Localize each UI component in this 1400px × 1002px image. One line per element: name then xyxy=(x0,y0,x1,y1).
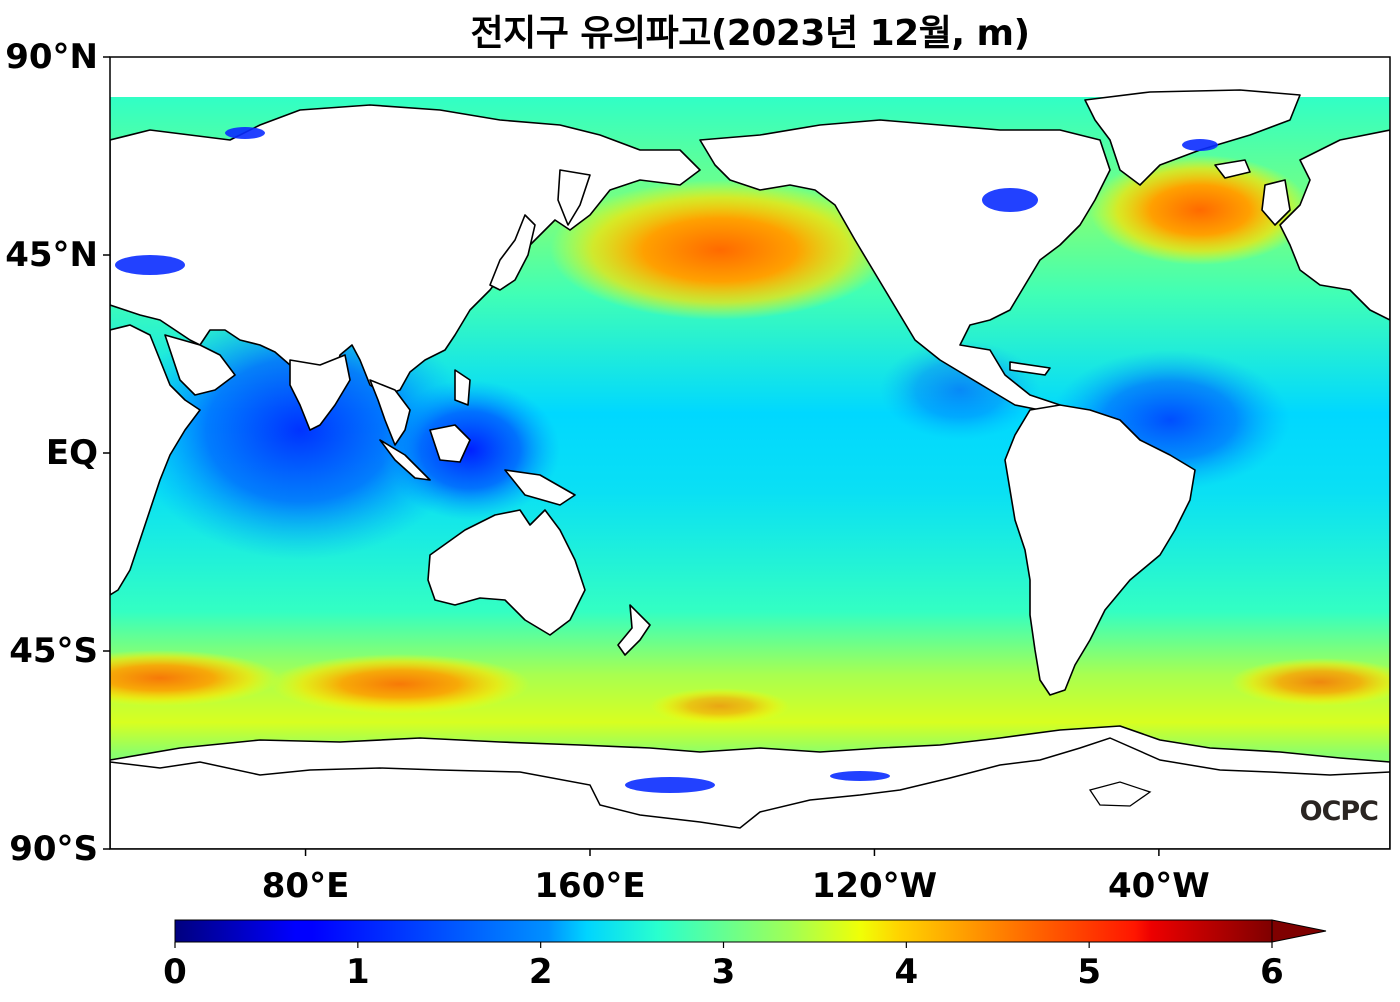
colorbar-label-3: 3 xyxy=(711,952,736,992)
ocpc-credit: OCPC xyxy=(1299,796,1379,827)
east-pacific-low xyxy=(880,340,1040,440)
south-america-landmass xyxy=(1004,404,1196,696)
lon-label-1: 160°E xyxy=(534,866,646,906)
north-pacific-high xyxy=(550,180,890,320)
iceland-island xyxy=(1214,159,1251,179)
lat-label-4: 90°S xyxy=(9,829,98,869)
maritime-continent-low xyxy=(380,380,560,520)
kamchatka-peninsula xyxy=(557,169,591,226)
lon-label-2: 120°W xyxy=(811,866,938,906)
arabia-landmass xyxy=(164,334,236,396)
lon-label-0: 80°E xyxy=(261,866,350,906)
y-axis-ticks xyxy=(103,56,110,850)
land-masses xyxy=(110,57,1390,849)
lat-label-2: EQ xyxy=(45,433,98,473)
ice-shelf-outline xyxy=(1088,781,1152,807)
new-guinea-island xyxy=(504,469,576,506)
colorbar-label-6: 6 xyxy=(1260,952,1284,992)
lon-label-3: 40°W xyxy=(1107,866,1210,906)
antarctica-landmass xyxy=(110,725,1390,849)
sumatra-island xyxy=(379,439,431,481)
lat-label-3: 45°S xyxy=(9,631,98,671)
southern-ocean-high-1 xyxy=(110,650,280,706)
africa-landmass xyxy=(110,324,201,596)
arctic-region xyxy=(110,57,1390,97)
colorbar-ramp xyxy=(174,919,1273,943)
colorbar-label-4: 4 xyxy=(894,952,919,992)
x-axis-ticks xyxy=(304,849,1160,856)
wave-height-field xyxy=(110,155,1390,724)
southeast-asia-landmass xyxy=(369,379,411,446)
europe-landmass xyxy=(1279,129,1390,321)
india-landmass xyxy=(289,354,351,431)
eurasia-landmass xyxy=(110,104,701,409)
japan-islands xyxy=(489,214,536,291)
british-isles xyxy=(1261,179,1291,226)
colorbar xyxy=(174,919,1327,948)
colorbar-label-0: 0 xyxy=(163,952,187,992)
borneo-island xyxy=(429,424,471,463)
colorbar-label-2: 2 xyxy=(528,952,553,992)
lat-label-1: 45°N xyxy=(5,235,98,275)
new-zealand-islands xyxy=(617,604,651,656)
cuba-island xyxy=(1009,361,1051,376)
southern-ocean-high-3 xyxy=(650,688,790,724)
antarctic-coastline xyxy=(110,737,1390,829)
southern-ocean-high-2 xyxy=(270,654,530,714)
australia-landmass xyxy=(427,509,586,636)
north-atlantic-high xyxy=(1090,155,1310,265)
sea-ice-edge-patches xyxy=(115,127,1218,793)
colorbar-label-5: 5 xyxy=(1077,952,1101,992)
map-title: 전지구 유의파고(2023년 12월, m) xyxy=(470,13,1030,54)
colorbar-ticks xyxy=(174,942,1273,948)
philippines-islands xyxy=(454,369,471,406)
colorbar-extend-arrow xyxy=(1271,919,1327,943)
southern-ocean-high-4 xyxy=(1230,658,1390,706)
colorbar-label-1: 1 xyxy=(345,952,370,992)
lat-label-0: 90°N xyxy=(5,37,98,77)
